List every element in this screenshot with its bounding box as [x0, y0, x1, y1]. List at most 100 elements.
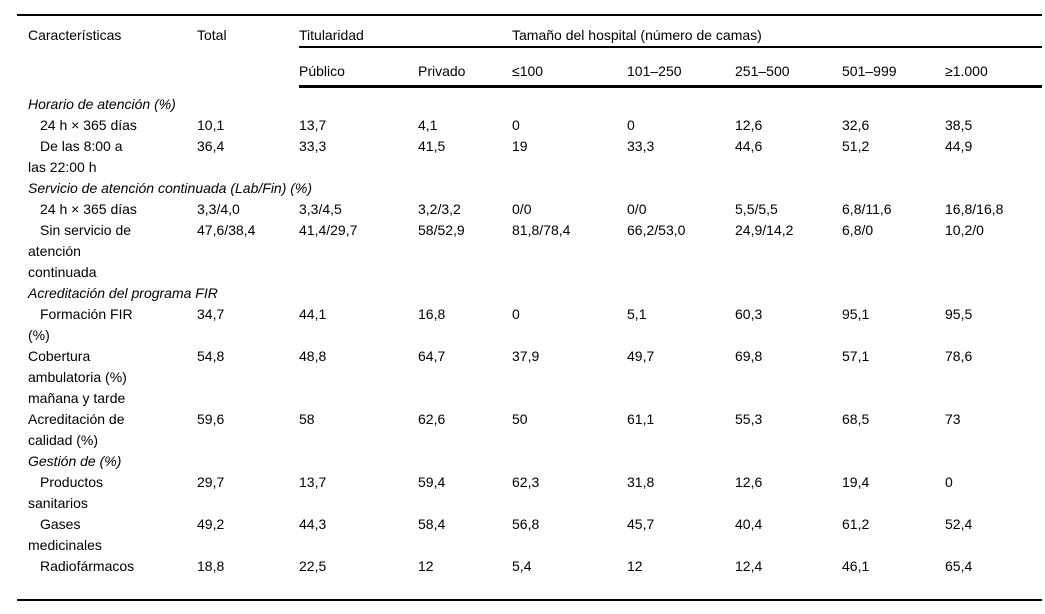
- table-row: Radiofármacos 18,8 22,5 12 5,4 12 12,4 46,1 65,4: [17, 556, 1042, 600]
- cell-value: 40,4: [735, 516, 763, 532]
- cell-value: 3,2/3,2: [418, 201, 461, 217]
- table-header: Características Total Titularidad Tamaño…: [17, 15, 1043, 88]
- section-label: Horario de atención (%): [28, 96, 176, 112]
- cell-value: 44,9: [945, 138, 973, 154]
- cell-value: 54,8: [197, 348, 225, 364]
- cell-value: 24,9/14,2: [735, 222, 794, 238]
- cell-value: 12,6: [735, 117, 763, 133]
- header-group-row: Características Total Titularidad Tamaño…: [17, 15, 1043, 48]
- section-label: Acreditación del programa FIR: [28, 285, 218, 301]
- cell-value: 13,7: [299, 474, 327, 490]
- cell-value: 34,7: [197, 306, 225, 322]
- cell-value: 0: [627, 117, 635, 133]
- cell-value: 61,2: [842, 516, 870, 532]
- table-row: Gases medicinales 49,2 44,3 58,4 56,8 45,7 40,…: [17, 514, 1042, 556]
- row-label: 24 h × 365 días: [40, 117, 137, 133]
- cell-value: 45,7: [627, 516, 655, 532]
- section-label: Gestión de (%): [28, 453, 122, 469]
- section-label: Servicio de atención continuada (Lab/Fin…: [28, 180, 313, 196]
- cell-value: 58,4: [418, 516, 446, 532]
- cell-value: 38,5: [945, 117, 973, 133]
- cell-value: 0/0: [512, 201, 532, 217]
- column-header-101-250: 101–250: [627, 47, 736, 88]
- cell-value: 44,3: [299, 516, 327, 532]
- cell-value: 56,8: [512, 516, 540, 532]
- cell-value: 36,4: [197, 138, 225, 154]
- cell-value: 68,5: [842, 411, 870, 427]
- cell-value: 60,3: [735, 306, 763, 322]
- cell-value: 50: [512, 411, 528, 427]
- row-label: De las 8:00 a las 22:00 h: [28, 138, 123, 175]
- section-row: Horario de atención (%): [17, 87, 1042, 116]
- column-header-501-999: 501–999: [842, 47, 946, 88]
- column-header-le100: ≤100: [512, 47, 628, 88]
- cell-value: 61,1: [627, 411, 655, 427]
- cell-value: 16,8: [418, 306, 446, 322]
- cell-value: 10,2/0: [945, 222, 984, 238]
- page: Características Total Titularidad Tamaño…: [17, 14, 1043, 601]
- cell-value: 66,2/53,0: [627, 222, 686, 238]
- cell-value: 33,3: [627, 138, 655, 154]
- cell-value: 64,7: [418, 348, 446, 364]
- column-header-251-500: 251–500: [735, 47, 843, 88]
- cell-value: 12,4: [735, 558, 763, 574]
- row-label: Productos sanitarios: [28, 474, 104, 511]
- cell-value: 10,1: [197, 117, 225, 133]
- cell-value: 3,3/4,0: [197, 201, 240, 217]
- table-row: Sin servicio de atención continuada 47,6/…: [17, 220, 1042, 283]
- row-label: Formación FIR (%): [28, 306, 133, 343]
- cell-value: 95,5: [945, 306, 973, 322]
- column-header-characteristics: Características: [28, 27, 122, 43]
- row-label: Gases medicinales: [28, 516, 102, 553]
- cell-value: 5,4: [512, 558, 532, 574]
- section-row: Acreditación del programa FIR: [17, 283, 1042, 304]
- cell-value: 0: [512, 306, 520, 322]
- cell-value: 18,8: [197, 558, 225, 574]
- cell-value: 19: [512, 138, 528, 154]
- cell-value: 41,4/29,7: [299, 222, 358, 238]
- cell-value: 58: [299, 411, 315, 427]
- cell-value: 78,6: [945, 348, 973, 364]
- cell-value: 51,2: [842, 138, 870, 154]
- cell-value: 41,5: [418, 138, 446, 154]
- cell-value: 59,6: [197, 411, 225, 427]
- hospital-characteristics-table: Características Total Titularidad Tamaño…: [17, 14, 1043, 601]
- cell-value: 48,8: [299, 348, 327, 364]
- cell-value: 29,7: [197, 474, 225, 490]
- cell-value: 46,1: [842, 558, 870, 574]
- cell-value: 49,2: [197, 516, 225, 532]
- row-label: Radiofármacos: [40, 558, 135, 574]
- cell-value: 6,8/11,6: [842, 201, 892, 217]
- section-row: Servicio de atención continuada (Lab/Fin…: [17, 178, 1042, 199]
- cell-value: 5,5/5,5: [735, 201, 778, 217]
- cell-value: 69,8: [735, 348, 763, 364]
- cell-value: 73: [945, 411, 961, 427]
- cell-value: 0: [512, 117, 520, 133]
- cell-value: 16,8/16,8: [945, 201, 1004, 217]
- cell-value: 12: [418, 558, 434, 574]
- table-body: Horario de atención (%) 24 h × 365 días 10…: [17, 87, 1042, 601]
- row-label: 24 h × 365 días: [40, 201, 137, 217]
- table-row: Productos sanitarios 29,7 13,7 59,4 62,3 31,8…: [17, 472, 1042, 514]
- cell-value: 12,6: [735, 474, 763, 490]
- cell-value: 22,5: [299, 558, 327, 574]
- cell-value: 44,1: [299, 306, 327, 322]
- cell-value: 12: [627, 558, 643, 574]
- column-header-privado: Privado: [418, 47, 513, 88]
- cell-value: 5,1: [627, 306, 647, 322]
- column-header-total: Total: [197, 27, 227, 43]
- cell-value: 0: [945, 474, 953, 490]
- row-label: Sin servicio de atención continuada: [28, 222, 132, 280]
- table-row: 24 h × 365 días 3,3/4,0 3,3/4,5 3,2/3,2 0/0 0…: [17, 199, 1042, 220]
- cell-value: 44,6: [735, 138, 763, 154]
- header-subcolumn-row: Público Privado ≤100 101–250 251–500 501…: [17, 47, 1043, 88]
- cell-value: 49,7: [627, 348, 655, 364]
- cell-value: 95,1: [842, 306, 870, 322]
- cell-value: 81,8/78,4: [512, 222, 571, 238]
- column-header-ge1000: ≥1.000: [945, 47, 1043, 88]
- cell-value: 55,3: [735, 411, 763, 427]
- cell-value: 62,3: [512, 474, 540, 490]
- row-label: Acreditación de calidad (%): [28, 411, 125, 448]
- cell-value: 59,4: [418, 474, 446, 490]
- section-row: Gestión de (%): [17, 451, 1042, 472]
